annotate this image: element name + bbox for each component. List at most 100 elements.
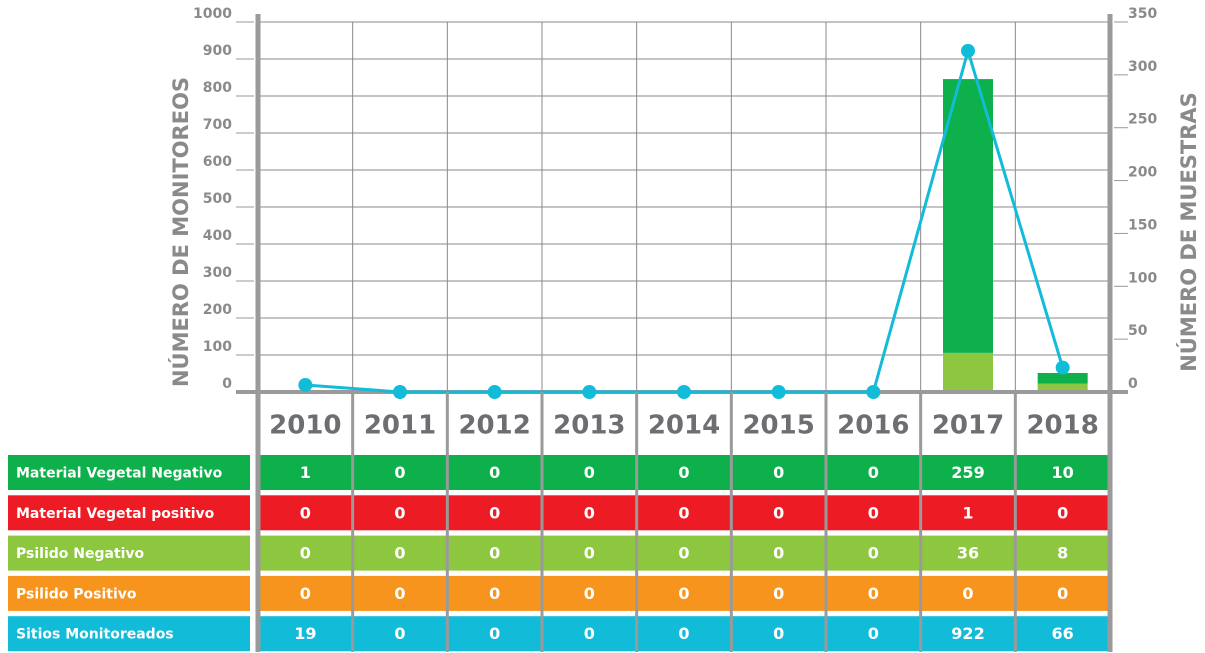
line-point — [961, 43, 975, 58]
row-label: Sitios Monitoreados — [16, 627, 174, 643]
bar-segment — [1037, 372, 1088, 384]
cell-value: 0 — [773, 503, 784, 522]
y2-tick-label: 150 — [1128, 217, 1157, 233]
cell-value: 0 — [868, 584, 879, 603]
cell-value: 0 — [489, 463, 500, 482]
y2-tick-label: 100 — [1128, 270, 1157, 286]
cell-value: 19 — [294, 624, 316, 643]
y-tick-label: 800 — [203, 80, 232, 96]
x-tick-label: 2015 — [742, 411, 814, 441]
cell-value: 0 — [584, 544, 595, 563]
cell-value: 0 — [394, 544, 405, 563]
cell-value: 0 — [584, 584, 595, 603]
x-tick-label: 2011 — [364, 411, 436, 441]
row-label: Psilido Negativo — [16, 546, 145, 562]
x-tick-label: 2016 — [837, 411, 909, 441]
row-cells — [258, 455, 1110, 490]
y-tick-label: 100 — [203, 339, 232, 355]
row-label-cell — [8, 495, 250, 531]
y2-tick-label: 50 — [1128, 323, 1148, 339]
cell-value: 66 — [1052, 624, 1074, 643]
cell-value: 0 — [868, 503, 879, 522]
cell-value: 0 — [584, 503, 595, 522]
cell-value: 0 — [394, 463, 405, 482]
y2-tick-label: 250 — [1128, 112, 1157, 128]
cell-value: 0 — [1057, 584, 1068, 603]
y-tick-label: 200 — [203, 302, 232, 318]
y-tick-label: 0 — [222, 376, 232, 392]
y2-tick-label: 200 — [1128, 165, 1157, 181]
x-tick-label: 2018 — [1026, 411, 1098, 441]
line-point — [677, 385, 691, 399]
row-cells — [258, 616, 1110, 652]
cell-value: 0 — [489, 584, 500, 603]
cell-value: 0 — [678, 544, 689, 563]
y-tick-label: 600 — [203, 154, 232, 170]
cell-value: 10 — [1052, 463, 1074, 482]
cell-value: 0 — [678, 584, 689, 603]
cell-value: 0 — [300, 584, 311, 603]
line-point — [866, 385, 881, 399]
row-cells — [258, 535, 1110, 571]
cell-value: 0 — [773, 584, 784, 603]
cell-value: 0 — [489, 503, 500, 522]
x-tick-label: 2014 — [648, 411, 720, 441]
y-tick-label: 400 — [203, 228, 232, 244]
row-label: Material Vegetal Negativo — [16, 466, 223, 482]
row-label: Material Vegetal positivo — [16, 506, 215, 522]
cell-value: 0 — [868, 624, 879, 643]
row-label-cell — [8, 616, 250, 652]
y-tick-label: 900 — [203, 43, 232, 59]
cell-value: 0 — [394, 624, 405, 643]
cell-value: 0 — [489, 624, 500, 643]
line-point — [298, 377, 313, 392]
row-cells — [258, 495, 1110, 531]
cell-value: 0 — [773, 624, 784, 643]
cell-value: 8 — [1057, 544, 1068, 563]
cell-value: 1 — [962, 503, 973, 522]
cell-value: 1 — [300, 463, 311, 482]
cell-value: 922 — [951, 624, 984, 643]
cell-value: 0 — [678, 503, 689, 522]
line-point — [487, 385, 502, 399]
cell-value: 0 — [489, 544, 500, 563]
x-tick-label: 2013 — [553, 411, 625, 441]
line-point — [393, 385, 407, 399]
cell-value: 0 — [394, 584, 405, 603]
y2-tick-label: 350 — [1128, 6, 1157, 22]
line-point — [582, 385, 597, 399]
x-tick-label: 2010 — [269, 411, 341, 441]
row-cells — [258, 575, 1110, 611]
cell-value: 0 — [773, 544, 784, 563]
bar-segment — [943, 79, 993, 353]
y-tick-label: 700 — [203, 117, 232, 133]
y-tick-label: 300 — [203, 265, 232, 281]
y-axis-title: NÚMERO DE MONITOREOS — [168, 77, 193, 387]
y-tick-label: 1000 — [193, 6, 232, 22]
cell-value: 0 — [584, 463, 595, 482]
row-label-cell — [8, 455, 250, 490]
cell-value: 259 — [951, 463, 984, 482]
cell-value: 0 — [300, 503, 311, 522]
cell-value: 0 — [584, 624, 595, 643]
y2-axis-title: NÚMERO DE MUESTRAS — [1176, 92, 1201, 372]
cell-value: 0 — [300, 544, 311, 563]
cell-value: 0 — [868, 463, 879, 482]
cell-value: 0 — [394, 503, 405, 522]
x-tick-label: 2017 — [932, 411, 1004, 441]
cell-value: 0 — [678, 624, 689, 643]
row-label: Psilido Positivo — [16, 586, 137, 602]
bar-segment — [943, 352, 993, 391]
line-point — [771, 385, 786, 399]
cell-value: 0 — [868, 544, 879, 563]
bar-segment — [1037, 383, 1088, 392]
x-tick-label: 2012 — [458, 411, 530, 441]
cell-value: 0 — [962, 584, 973, 603]
y2-tick-label: 300 — [1128, 59, 1157, 75]
y-tick-label: 500 — [203, 191, 232, 207]
cell-value: 0 — [1057, 503, 1068, 522]
line-point — [1055, 360, 1070, 375]
cell-value: 36 — [957, 544, 979, 563]
row-label-cell — [8, 535, 250, 571]
